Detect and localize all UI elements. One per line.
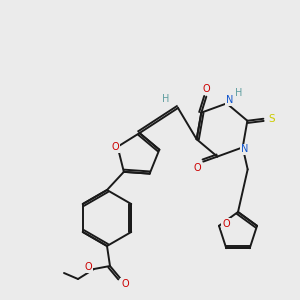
Text: O: O <box>222 219 230 229</box>
Text: O: O <box>112 142 119 152</box>
Text: O: O <box>202 84 210 94</box>
Text: H: H <box>235 88 242 98</box>
Text: H: H <box>162 94 170 104</box>
Text: O: O <box>194 163 201 172</box>
Text: N: N <box>241 144 248 154</box>
Text: N: N <box>226 95 233 105</box>
Text: O: O <box>84 262 92 272</box>
Text: S: S <box>268 114 275 124</box>
Text: O: O <box>121 279 129 289</box>
